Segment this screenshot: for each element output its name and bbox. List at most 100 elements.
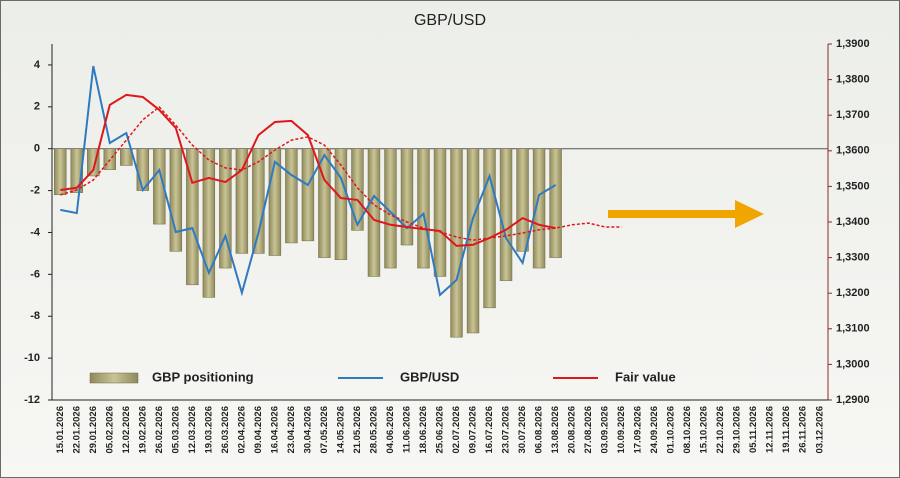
y-tick-label: 4 [34,59,41,71]
x-tick-label: 16.04.2026 [269,406,280,454]
y2-tick-label: 1,3700 [836,109,870,121]
x-tick-label: 29.01.2026 [88,406,99,454]
x-tick-label: 28.05.2026 [368,406,379,454]
y2-tick-label: 1,3000 [836,358,870,370]
forecast-arrow [608,200,764,228]
bar [483,148,496,309]
bar [153,148,166,225]
x-tick-label: 26.03.2026 [220,406,231,454]
bar [70,148,83,193]
x-tick-label: 05.11.2026 [748,406,759,453]
x-tick-label: 16.07.2026 [484,406,495,454]
x-tick-label: 30.04.2026 [302,406,313,454]
bar [285,148,298,244]
x-tick-label: 06.08.2026 [534,406,545,454]
x-tick-label: 07.05.2026 [319,406,330,454]
bar [87,148,100,177]
y-tick-label: 0 [34,143,40,155]
x-tick-label: 19.11.2026 [781,406,792,453]
bar [301,148,315,242]
line [60,93,556,247]
chart-title: GBP/USD [414,12,486,29]
legend-label: GBP positioning [152,369,254,384]
bar [186,148,199,286]
x-tick-label: 10.09.2026 [616,406,627,454]
x-tick-label: 05.03.2026 [170,406,181,454]
x-tick-label: 12.03.2026 [187,406,198,454]
y2-tick-label: 1,3500 [836,180,870,192]
trend-line [60,105,622,241]
y-tick-label: -6 [30,268,40,280]
bar [235,148,249,254]
x-tick-label: 12.11.2026 [765,406,776,453]
bar [384,148,397,269]
bar [466,148,480,334]
y-tick-label: -4 [30,226,41,238]
y-tick-label: -10 [24,352,40,364]
x-tick-label: 05.02.2026 [104,406,115,454]
y2-tick-label: 1,3800 [836,74,870,86]
y-tick-label: -8 [30,310,40,322]
bar [219,148,232,269]
x-tick-label: 01.10.2026 [666,406,677,454]
x-tick-label: 04.06.2026 [385,406,396,454]
x-tick-label: 22.10.2026 [715,406,726,454]
y2-tick-label: 1,3900 [836,38,870,50]
legend-label: Fair value [615,369,676,384]
x-tick-label: 24.09.2026 [649,406,660,454]
x-tick-label: 26.11.2026 [798,406,809,453]
y-tick-label: 2 [34,101,40,113]
x-tick-label: 18.06.2026 [418,406,429,454]
x-tick-label: 11.06.2026 [401,406,412,453]
y2-tick-label: 1,3200 [836,287,870,299]
x-tick-label: 20.08.2026 [567,406,578,454]
bar [516,148,529,252]
x-tick-label: 22.01.2026 [71,406,82,454]
x-tick-label: 14.05.2026 [335,406,346,454]
bar [367,148,381,277]
x-tick-label: 19.02.2026 [137,406,148,454]
x-tick-label: 15.10.2026 [699,406,710,454]
bar [268,148,282,256]
bar [252,148,265,254]
y2-tick-label: 1,3100 [836,323,870,335]
x-tick-label: 09.07.2026 [468,406,479,454]
bar [499,148,513,281]
legend-label: GBP/USD [400,369,459,384]
x-tick-label: 25.06.2026 [435,406,446,454]
x-tick-label: 03.09.2026 [600,406,611,454]
x-tick-label: 19.03.2026 [203,406,214,454]
x-tick-label: 09.04.2026 [253,406,264,454]
bar [54,148,67,196]
legend-swatch [89,372,139,384]
x-tick-label: 29.10.2026 [732,406,743,454]
y2-tick-label: 1,3600 [836,145,870,157]
x-tick-label: 08.10.2026 [682,406,693,454]
x-tick-label: 03.12.2026 [814,406,825,454]
bar [400,148,414,246]
y-tick-label: -2 [30,184,40,196]
x-tick-label: 21.05.2026 [352,406,363,454]
bar [450,148,463,338]
bar [169,148,183,252]
x-tick-label: 27.08.2026 [583,406,594,454]
y-tick-label: -12 [24,394,40,406]
x-tick-label: 15.01.2026 [55,406,66,454]
bar [417,148,430,269]
bar [202,148,216,298]
bar [103,148,116,170]
x-tick-label: 26.02.2026 [154,406,165,454]
x-tick-label: 02.04.2026 [236,406,247,454]
x-tick-label: 02.07.2026 [451,406,462,454]
x-tick-label: 23.04.2026 [286,406,297,454]
bar [334,148,348,260]
x-tick-label: 23.07.2026 [501,406,512,454]
y2-tick-label: 1,3400 [836,216,870,228]
bar [532,148,546,269]
x-tick-label: 13.08.2026 [550,406,561,454]
x-tick-label: 17.09.2026 [633,406,644,454]
y2-tick-label: 1,2900 [836,394,870,406]
line [60,65,557,297]
bar [318,148,331,258]
